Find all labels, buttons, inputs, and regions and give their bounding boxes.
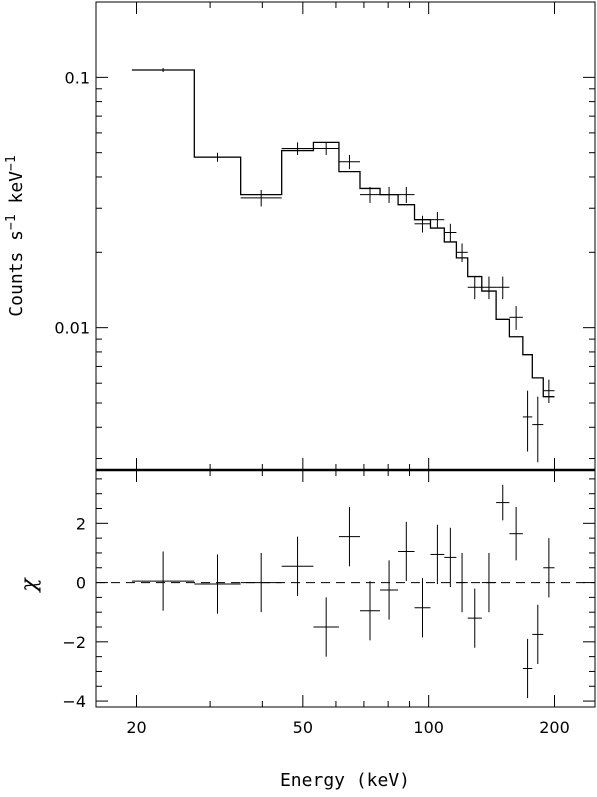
- y-tick-label: 0.01: [54, 319, 90, 338]
- spectrum-data-point: [481, 276, 497, 300]
- x-axis-title: Energy (keV): [280, 770, 410, 791]
- spectrum-data-point: [543, 379, 555, 404]
- residuals-data: [131, 484, 555, 699]
- residual-data-point: [543, 538, 555, 598]
- residual-data-point: [456, 552, 468, 613]
- residual-data-point: [522, 638, 533, 699]
- spectrum-ylabel-sup2: −1: [4, 155, 19, 171]
- spectrum-data: [131, 67, 555, 463]
- spectrum-data-point: [532, 396, 544, 463]
- residual-data-point: [338, 507, 360, 567]
- spectrum-data-point: [240, 189, 282, 207]
- model-histogram: [131, 69, 555, 398]
- spectrum-data-point: [131, 67, 195, 73]
- spectrum-frame: [95, 1, 596, 471]
- residual-data-point: [359, 581, 381, 641]
- x-tick-labels: 20 50 100 200: [126, 718, 569, 737]
- x-tick-label: 50: [293, 718, 313, 737]
- residual-data-point: [467, 588, 482, 648]
- y-tick-label: −4: [62, 692, 86, 711]
- spectrum-data-point: [338, 154, 360, 170]
- spectrum-data-point: [509, 306, 523, 330]
- y-tick-label: 0.1: [65, 68, 90, 87]
- spectrum-data-point: [430, 211, 445, 229]
- spectrum-data-point: [194, 152, 241, 162]
- spectrum-ylabel-mid: keV: [6, 171, 27, 215]
- spectrum-ylabel-main: Counts s: [6, 230, 27, 317]
- residual-data-point: [313, 597, 339, 657]
- spectrum-data-point: [398, 186, 415, 203]
- x-tick-label: 100: [413, 718, 444, 737]
- y-tick-label: −2: [62, 633, 86, 652]
- spectrum-data-point: [467, 276, 482, 300]
- residual-data-point: [380, 560, 399, 620]
- residual-data-point: [194, 554, 241, 614]
- y-tick-label: 2: [76, 514, 86, 533]
- spectrum-data-point: [444, 223, 457, 242]
- spectrum-panel: 0.010.1 Counts s−1 keV−1: [4, 1, 596, 471]
- residual-data-point: [281, 536, 314, 596]
- y-tick-label: 0: [76, 574, 86, 593]
- residual-data-point: [131, 551, 195, 611]
- residuals-ticks: −4 −2 0 2: [62, 470, 595, 711]
- spectrum-data-point: [281, 142, 314, 155]
- residual-data-point: [398, 521, 415, 582]
- x-tick-label: 20: [126, 718, 146, 737]
- residuals-ylabel: χ: [17, 577, 42, 594]
- residual-data-point: [444, 527, 457, 588]
- residual-data-point: [430, 524, 445, 585]
- residual-data-point: [240, 552, 282, 613]
- spectrum-ylabel: Counts s−1 keV−1: [4, 155, 27, 316]
- spectrum-data-point: [456, 243, 468, 262]
- residual-data-point: [496, 484, 510, 521]
- spectrum-data-point: [380, 186, 399, 203]
- residual-data-point: [481, 552, 497, 613]
- residuals-panel: −4 −2 0 2 χ: [17, 468, 596, 711]
- residuals-frame: [95, 469, 596, 708]
- residual-data-point: [414, 578, 431, 638]
- spectrum-data-point: [496, 276, 510, 300]
- residual-data-point: [509, 507, 523, 561]
- spectrum-data-point: [522, 390, 533, 452]
- spectrum-data-point: [359, 186, 381, 203]
- spectrum-data-point: [313, 142, 339, 155]
- spectrum-model: [131, 69, 555, 398]
- spectrum-data-point: [414, 215, 431, 233]
- spectrum-ticks: 0.01 0.1: [54, 1, 595, 470]
- residual-data-point: [532, 604, 544, 665]
- x-tick-label: 200: [539, 718, 570, 737]
- spectrum-ylabel-sup1: −1: [4, 214, 19, 230]
